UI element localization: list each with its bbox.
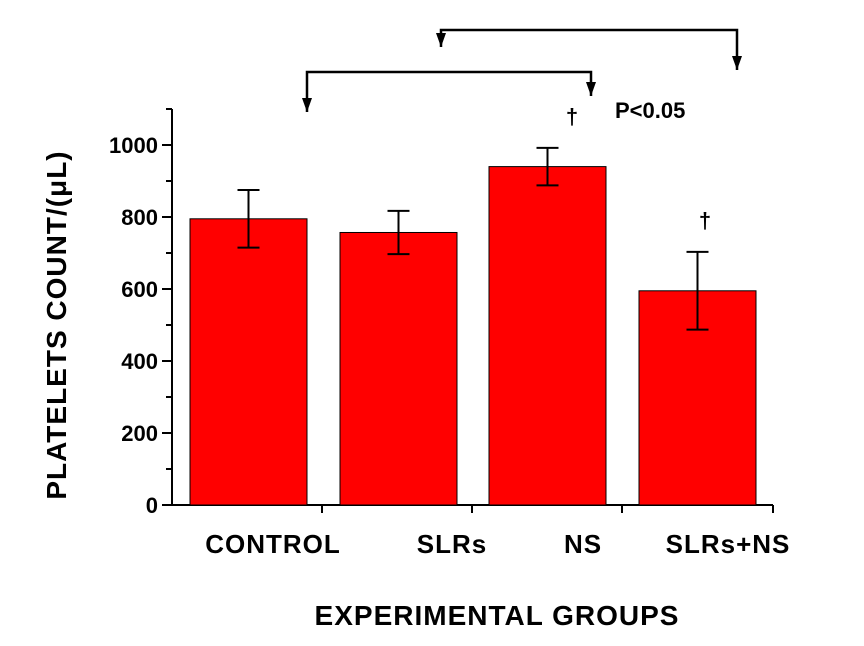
- y-tick-label: 200: [121, 421, 158, 446]
- bar-slrs: [339, 231, 458, 506]
- y-tick-label: 0: [146, 493, 158, 518]
- significance-dagger: †: [699, 208, 711, 233]
- x-axis-title: EXPERIMENTAL GROUPS: [315, 600, 680, 631]
- comparison-arrowhead: [302, 98, 312, 112]
- y-axis-title: PLATELETS COUNT/(μL): [41, 150, 72, 499]
- comparison-bracket-ns-slrsns: [439, 28, 739, 70]
- plot-area: 0 200 400 600 800 1000 CONTROL SLRs NS † SLRs+NS †: [109, 28, 791, 559]
- bar-control: [189, 218, 308, 506]
- comparison-bracket-control-ns: [305, 70, 593, 112]
- y-tick-label: 600: [121, 277, 158, 302]
- category-label: NS: [564, 529, 602, 559]
- bar-ns: [488, 166, 607, 506]
- category-label: SLRs+NS: [666, 529, 791, 559]
- y-tick-label: 800: [121, 205, 158, 230]
- comparison-arrowhead: [436, 33, 446, 47]
- p-value-annotation: P<0.05: [615, 98, 685, 123]
- y-tick-label: 400: [121, 349, 158, 374]
- y-tick-label: 1000: [109, 133, 158, 158]
- category-label: CONTROL: [205, 529, 341, 559]
- comparison-arrowhead: [732, 56, 742, 70]
- comparison-arrowhead: [586, 82, 596, 96]
- significance-dagger: †: [566, 104, 578, 129]
- category-label: SLRs: [417, 529, 487, 559]
